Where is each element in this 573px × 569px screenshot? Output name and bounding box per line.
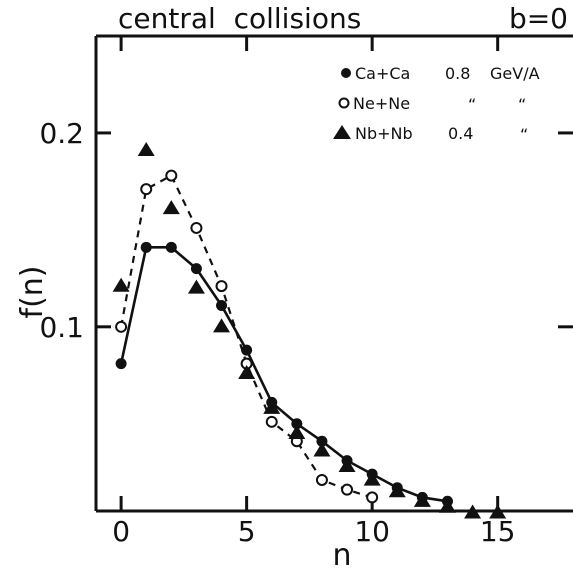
- x-ticks: 0 5 10 15: [112, 36, 515, 548]
- legend-label: Ca+Ca: [355, 64, 410, 83]
- x-tick-label: 0: [112, 515, 130, 548]
- data-point-open-circle: [367, 492, 377, 502]
- legend-energy: 0.4: [448, 124, 473, 143]
- series-line-0: [121, 247, 447, 501]
- legend-marker-filled-triangle: [333, 125, 351, 139]
- data-point-filled-circle: [216, 300, 227, 311]
- legend: Ca+Ca 0.8 GeV/A Ne+Ne “ “ Nb+Nb 0.4 “: [333, 64, 540, 144]
- data-point-filled-circle: [116, 358, 127, 369]
- data-point-filled-circle: [166, 242, 177, 253]
- y-tick-label: 0.2: [39, 117, 84, 150]
- data-point-open-circle: [267, 417, 277, 427]
- series-line-1: [121, 176, 372, 498]
- data-point-open-circle: [342, 485, 352, 495]
- data-point-filled-triangle: [238, 365, 255, 379]
- legend-label: Ne+Ne: [353, 94, 410, 113]
- plot-frame: [96, 36, 573, 511]
- data-point-filled-triangle: [138, 142, 155, 156]
- chart-title: central collisions: [118, 2, 361, 35]
- legend-entry-2: Nb+Nb 0.4 “: [333, 124, 528, 144]
- x-tick-label: 15: [480, 515, 516, 548]
- legend-marker-filled-circle: [341, 68, 351, 78]
- data-point-filled-circle: [191, 263, 202, 274]
- chart-subtitle: b=0: [509, 2, 568, 35]
- legend-energy: 0.8: [445, 64, 470, 83]
- legend-label: Nb+Nb: [355, 124, 413, 143]
- legend-entry-0: Ca+Ca 0.8 GeV/A: [341, 64, 540, 83]
- legend-energy: “: [468, 95, 476, 114]
- x-tick-label: 10: [354, 515, 390, 548]
- legend-marker-open-circle: [340, 99, 349, 108]
- data-point-open-circle: [166, 171, 176, 181]
- data-point-open-circle: [116, 322, 126, 332]
- legend-unit: “: [520, 125, 528, 144]
- data-point-open-circle: [217, 281, 227, 291]
- data-point-filled-circle: [241, 345, 252, 356]
- x-axis-label: n: [332, 538, 351, 569]
- y-tick-label: 0.1: [39, 311, 84, 344]
- data-point-filled-circle: [141, 242, 152, 253]
- data-point-open-circle: [191, 223, 201, 233]
- data-point-filled-triangle: [188, 280, 205, 294]
- legend-unit: GeV/A: [490, 64, 540, 83]
- legend-unit: “: [518, 95, 526, 114]
- data-point-filled-triangle: [163, 200, 180, 214]
- data-point-filled-triangle: [113, 278, 130, 292]
- data-point-open-circle: [317, 475, 327, 485]
- legend-entry-1: Ne+Ne “ “: [340, 94, 527, 114]
- x-tick-label: 5: [238, 515, 256, 548]
- data-point-filled-triangle: [213, 318, 230, 332]
- y-ticks: 0.1 0.2: [39, 117, 573, 344]
- series-lines: [121, 176, 447, 502]
- series-markers: [113, 142, 507, 519]
- data-point-open-circle: [141, 184, 151, 194]
